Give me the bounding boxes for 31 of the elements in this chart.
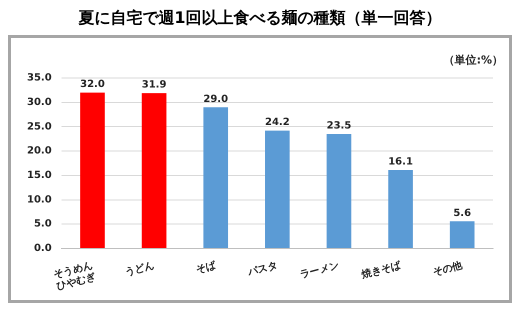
- x-tick-label: そば: [194, 258, 218, 276]
- text: （単位:%）: [444, 53, 503, 66]
- x-tick-label: うどん: [124, 260, 156, 278]
- y-tick-label: 0.0: [34, 243, 52, 254]
- bar: [80, 92, 105, 248]
- data-label: 23.5: [326, 120, 352, 132]
- data-label: 29.0: [203, 94, 228, 105]
- y-tick-label: 5.0: [34, 218, 52, 230]
- x-tick-label: 焼きそば: [359, 258, 403, 282]
- bar: [388, 170, 413, 248]
- x-tick-label: パスタ: [246, 260, 279, 279]
- y-tick-label: 20.0: [26, 146, 52, 157]
- y-tick-label: 15.0: [26, 170, 52, 181]
- x-tick-label: そうめん ひやむぎ: [52, 260, 98, 293]
- chart-title: 夏に自宅で週1回以上食べる麺の種類（単一回答）: [77, 8, 443, 29]
- data-label: 32.0: [80, 79, 105, 90]
- data-label: 5.6: [453, 208, 472, 219]
- y-tick-label: 25.0: [26, 121, 52, 132]
- bar: [450, 221, 475, 248]
- bar: [265, 130, 290, 248]
- y-tick-label: 10.0: [26, 194, 52, 206]
- y-tick-label: 30.0: [26, 96, 52, 108]
- bar: [203, 107, 228, 248]
- data-label: 16.1: [388, 156, 413, 168]
- x-tick-label: その他: [432, 258, 465, 278]
- bar: [142, 93, 166, 248]
- x-tick-label: ラーメン: [298, 260, 340, 282]
- y-tick-label: 35.0: [26, 72, 52, 84]
- data-label: 31.9: [142, 80, 166, 91]
- data-label: 24.2: [264, 117, 290, 128]
- bar: [326, 134, 352, 248]
